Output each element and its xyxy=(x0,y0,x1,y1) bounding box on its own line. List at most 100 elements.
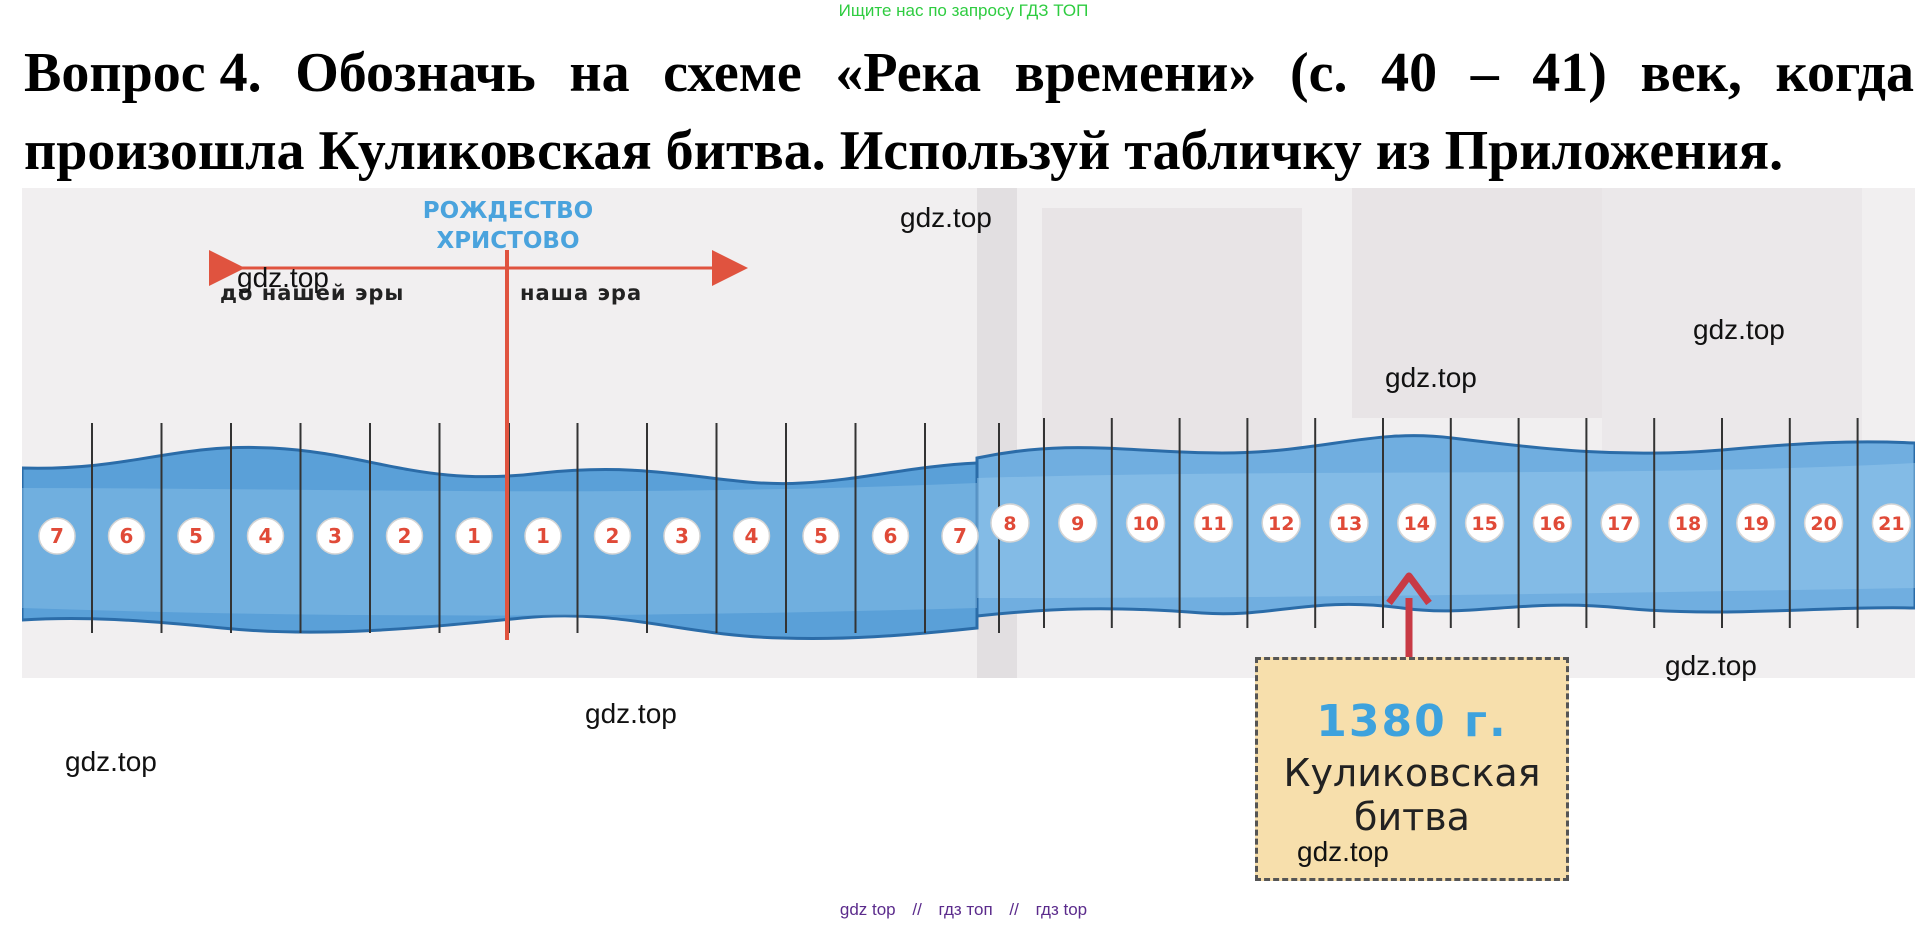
century-circle xyxy=(1736,503,1776,543)
footer-link[interactable]: гдз топ xyxy=(938,900,993,919)
century-number: 16 xyxy=(1539,513,1565,535)
century-marker-highlighted: 14 xyxy=(1397,503,1437,543)
century-circle xyxy=(1329,503,1369,543)
footer-link[interactable]: gdz top xyxy=(839,900,896,919)
question-word: «Река xyxy=(835,42,982,104)
century-circle xyxy=(1532,503,1573,543)
christmas-label: ХРИСТОВО xyxy=(436,228,579,254)
century-marker-ad: 7 xyxy=(941,517,979,555)
question-word: 40 xyxy=(1381,42,1438,104)
watermark: gdz.top xyxy=(1693,314,1785,345)
century-marker-ad: 9 xyxy=(1058,503,1098,543)
footer-link[interactable]: гдз top xyxy=(1035,900,1088,919)
event-card: 1380 г. Куликовская битва xyxy=(1255,657,1569,881)
river-band-right xyxy=(975,434,1915,618)
watermark: gdz.top xyxy=(585,698,677,729)
century-circle xyxy=(524,517,562,555)
century-circle xyxy=(1668,503,1708,543)
century-number: 4 xyxy=(745,524,759,548)
century-marker-bc: 6 xyxy=(107,517,146,555)
century-marker-bc: 7 xyxy=(38,517,76,555)
century-number: 15 xyxy=(1471,513,1497,535)
century-number: 1 xyxy=(467,524,481,548)
century-number: 17 xyxy=(1607,513,1633,535)
century-circle xyxy=(1600,503,1640,543)
question-word: Обозначь xyxy=(295,42,536,104)
century-circle xyxy=(593,517,632,555)
century-number: 20 xyxy=(1810,513,1836,535)
footer-separator: // xyxy=(1009,900,1019,919)
century-number: 6 xyxy=(120,524,134,548)
century-marker-ad: 18 xyxy=(1668,503,1708,543)
century-marker-bc: 3 xyxy=(316,517,354,555)
century-circle xyxy=(941,517,979,555)
event-year: 1380 г. xyxy=(1316,696,1508,747)
ad-label: наша эра xyxy=(520,281,642,305)
question-word: Вопрос 4. xyxy=(24,42,262,104)
century-circle xyxy=(1803,503,1844,543)
watermark: gdz.top xyxy=(900,202,992,233)
century-marker-bc: 1 xyxy=(455,517,493,555)
event-name: Куликовская битва xyxy=(1283,751,1541,839)
century-number: 5 xyxy=(189,524,203,548)
century-marker-ad: 1 xyxy=(524,517,562,555)
question-word: (с. xyxy=(1290,42,1348,104)
century-circle xyxy=(802,517,840,555)
century-number: 2 xyxy=(606,524,620,548)
century-circle xyxy=(732,517,771,555)
century-number: 14 xyxy=(1404,513,1430,535)
century-circle xyxy=(663,517,701,555)
century-marker-ad: 13 xyxy=(1329,503,1369,543)
century-number: 19 xyxy=(1743,513,1769,535)
bc-label: до нашей эры xyxy=(220,281,404,305)
question-line-2: произошла Куликовская битва. Используй т… xyxy=(24,120,1784,182)
question-word: 41) xyxy=(1532,42,1607,104)
question-word: когда xyxy=(1775,42,1914,104)
century-circle xyxy=(1193,503,1234,543)
river-highlight-right xyxy=(977,463,1915,598)
century-marker-ad: 11 xyxy=(1193,503,1234,543)
question-word: на xyxy=(569,42,630,104)
century-number: 18 xyxy=(1675,513,1701,535)
century-circle xyxy=(455,517,493,555)
century-marker-ad: 15 xyxy=(1464,503,1505,543)
century-marker-ad: 3 xyxy=(663,517,701,555)
century-marker-ad: 4 xyxy=(732,517,771,555)
century-number: 3 xyxy=(675,524,689,548)
century-number: 7 xyxy=(953,524,967,548)
century-circle xyxy=(316,517,354,555)
century-circle xyxy=(990,503,1030,543)
century-circle xyxy=(385,517,424,555)
century-number: 9 xyxy=(1071,513,1084,535)
century-circle xyxy=(1261,503,1301,543)
century-marker-bc: 4 xyxy=(246,517,285,555)
river-highlight-left xyxy=(22,483,977,616)
century-marker-ad: 19 xyxy=(1736,503,1776,543)
century-number: 12 xyxy=(1268,513,1294,535)
century-marker-bc: 2 xyxy=(385,517,424,555)
century-marker-ad: 16 xyxy=(1532,503,1573,543)
century-number: 6 xyxy=(884,524,898,548)
background-illustration xyxy=(1602,188,1862,488)
century-number: 21 xyxy=(1878,513,1904,535)
century-marker-ad: 10 xyxy=(1125,503,1166,543)
century-circle xyxy=(1058,503,1098,543)
question-word: времени» xyxy=(1014,42,1257,104)
watermark: gdz.top xyxy=(65,746,157,777)
watermark: gdz.top xyxy=(237,262,329,293)
watermark: gdz.top xyxy=(1385,362,1477,393)
watermark: gdz.top xyxy=(1665,650,1757,681)
century-number: 13 xyxy=(1336,513,1362,535)
river-of-time-diagram: 7 6 5 4 3 2 1 1 2 3 4 5 6 7 8 9 10 11 12 13 14 15 16 17 18 19 20 21… xyxy=(22,188,1915,678)
century-circle xyxy=(871,517,910,555)
question-word: схеме xyxy=(663,42,802,104)
question-word: – xyxy=(1470,42,1499,104)
century-number: 7 xyxy=(50,524,64,548)
question-word: век, xyxy=(1640,42,1742,104)
century-number: 11 xyxy=(1200,513,1226,535)
search-hint: Ищите нас по запросу ГДЗ ТОП xyxy=(838,1,1089,20)
century-marker-ad: 8 xyxy=(990,503,1030,543)
century-marker-ad: 21 xyxy=(1871,503,1912,543)
century-circle xyxy=(1464,503,1505,543)
question-line-1: Вопрос 4. Обозначь на схеме «Река времен… xyxy=(24,34,1914,112)
